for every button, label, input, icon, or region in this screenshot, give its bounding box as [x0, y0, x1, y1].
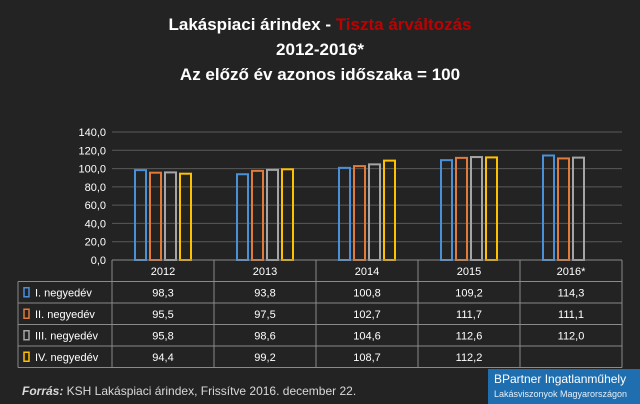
data-label: 94,4 [152, 352, 173, 364]
source-note: Forrás: KSH Lakáspiaci árindex, Frissítv… [22, 384, 356, 398]
source-label: Forrás: [22, 384, 64, 398]
y-tick-label: 140,0 [78, 127, 106, 139]
category-label: 2016* [557, 266, 586, 278]
bar-4-2013 [281, 168, 294, 261]
data-label: 112,6 [456, 330, 483, 342]
y-tick-label: 0,0 [91, 255, 106, 267]
y-tick-label: 20,0 [85, 237, 106, 249]
bar-1-2014 [338, 166, 351, 261]
data-table: 2012 2013 2014 2015 2016* I. negyedév 98,3 93,8… [17, 259, 623, 368]
legend-swatch [23, 351, 30, 362]
category-label: 2013 [253, 266, 277, 278]
title-accent: Tiszta árváltozás [335, 15, 472, 34]
y-tick-label: 80,0 [85, 182, 106, 194]
bars [134, 154, 585, 262]
legend-label: III. negyedév [35, 330, 98, 342]
data-label: 109,2 [455, 287, 483, 299]
bar-3-2016* [572, 156, 585, 262]
data-label: 112,0 [558, 330, 585, 342]
legend-swatch [23, 308, 30, 319]
brand-name: BPartner Ingatlanműhely [494, 372, 627, 386]
data-label: 97,5 [254, 309, 275, 321]
bar-2-2014 [353, 165, 366, 261]
data-label: 98,3 [152, 287, 173, 299]
title-line-1: Lakáspiaci árindex - Tiszta árváltozás [168, 15, 472, 34]
y-axis: 0,0 20,0 40,0 60,0 80,0 100,0 120,0 140,0 [78, 127, 106, 267]
bar-3-2015 [470, 156, 483, 261]
title-line-3: Az előző év azonos időszaka = 100 [179, 65, 461, 84]
data-label: 111,7 [456, 309, 482, 321]
chart-title: Lakáspiaci árindex - Tiszta árváltozás 2… [0, 12, 640, 87]
bar-4-2014 [383, 159, 396, 261]
bar-2-2015 [455, 156, 468, 261]
legend-label: I. negyedév [35, 287, 92, 299]
data-label: 114,3 [558, 287, 585, 299]
bar-2-2016* [557, 157, 570, 261]
source-text: KSH Lakáspiaci árindex, Frissítve 2016. … [63, 384, 357, 398]
legend-label: II. negyedév [35, 309, 95, 321]
data-label: 111,1 [558, 309, 584, 321]
legend-swatch [23, 287, 30, 298]
bar-3-2014 [368, 163, 381, 261]
bar-1-2012 [134, 169, 147, 261]
category-label: 2014 [355, 266, 379, 278]
data-label: 108,7 [353, 352, 381, 364]
data-label: 102,7 [353, 309, 381, 321]
data-label: 95,8 [152, 330, 173, 342]
y-tick-label: 100,0 [78, 164, 106, 176]
data-label: 104,6 [353, 330, 381, 342]
data-label: 98,6 [254, 330, 275, 342]
category-label: 2015 [457, 266, 481, 278]
y-tick-label: 120,0 [78, 145, 106, 157]
bar-1-2016* [542, 154, 555, 261]
category-label: 2012 [151, 266, 175, 278]
legend-label: IV. negyedév [35, 352, 99, 364]
data-label: 100,8 [353, 287, 381, 299]
bar-3-2012 [164, 171, 177, 261]
data-label: 93,8 [254, 287, 275, 299]
bar-1-2015 [440, 159, 453, 261]
legend-swatch [23, 330, 30, 341]
brand-logo: BPartner Ingatlanműhely Lakásviszonyok M… [488, 369, 640, 404]
bar-2-2013 [251, 169, 264, 262]
data-label: 112,2 [456, 352, 483, 364]
y-tick-label: 40,0 [85, 218, 106, 230]
bar-3-2013 [266, 168, 279, 261]
brand-tagline: Lakásviszonyok Magyarországon [494, 389, 628, 399]
bar-4-2015 [485, 156, 498, 261]
y-tick-label: 60,0 [85, 200, 106, 212]
gridlines [112, 131, 622, 243]
data-label: 99,2 [254, 352, 275, 364]
data-label: 95,5 [152, 309, 173, 321]
title-line-2: 2012-2016* [276, 40, 364, 59]
bar-2-2012 [149, 171, 162, 261]
